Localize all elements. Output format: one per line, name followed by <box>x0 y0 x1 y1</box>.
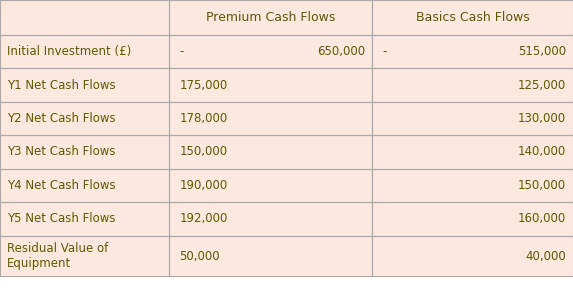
Bar <box>169 35 372 68</box>
Text: 50,000: 50,000 <box>179 250 220 263</box>
Text: 130,000: 130,000 <box>518 112 566 125</box>
Text: Initial Investment (£): Initial Investment (£) <box>7 45 131 58</box>
Text: 515,000: 515,000 <box>518 45 566 58</box>
Bar <box>169 102 372 135</box>
Bar <box>169 169 372 202</box>
Text: 650,000: 650,000 <box>317 45 366 58</box>
Text: 178,000: 178,000 <box>179 112 227 125</box>
Bar <box>372 102 573 135</box>
Bar <box>0 102 169 135</box>
Text: Y3 Net Cash Flows: Y3 Net Cash Flows <box>7 146 115 158</box>
Text: -: - <box>383 45 387 58</box>
Bar <box>372 169 573 202</box>
Bar <box>372 0 573 35</box>
Bar <box>372 68 573 102</box>
Bar <box>372 236 573 276</box>
Bar <box>0 35 169 68</box>
Text: 140,000: 140,000 <box>518 146 566 158</box>
Bar <box>169 202 372 236</box>
Text: -: - <box>179 45 184 58</box>
Bar <box>0 202 169 236</box>
Text: 190,000: 190,000 <box>179 179 227 192</box>
Text: 40,000: 40,000 <box>525 250 566 263</box>
Bar <box>0 68 169 102</box>
Bar <box>0 135 169 169</box>
Text: Y5 Net Cash Flows: Y5 Net Cash Flows <box>7 213 115 225</box>
Bar <box>0 0 169 35</box>
Text: Y4 Net Cash Flows: Y4 Net Cash Flows <box>7 179 116 192</box>
Text: 150,000: 150,000 <box>518 179 566 192</box>
Bar <box>372 35 573 68</box>
Text: Y2 Net Cash Flows: Y2 Net Cash Flows <box>7 112 116 125</box>
Text: Residual Value of
Equipment: Residual Value of Equipment <box>7 242 108 270</box>
Text: 125,000: 125,000 <box>518 79 566 91</box>
Text: 175,000: 175,000 <box>179 79 227 91</box>
Text: 150,000: 150,000 <box>179 146 227 158</box>
Bar <box>169 68 372 102</box>
Bar <box>169 135 372 169</box>
Text: Premium Cash Flows: Premium Cash Flows <box>206 11 335 24</box>
Text: 192,000: 192,000 <box>179 213 227 225</box>
Bar <box>0 236 169 276</box>
Bar <box>169 0 372 35</box>
Text: Basics Cash Flows: Basics Cash Flows <box>416 11 529 24</box>
Bar <box>372 202 573 236</box>
Text: 160,000: 160,000 <box>518 213 566 225</box>
Text: Y1 Net Cash Flows: Y1 Net Cash Flows <box>7 79 116 91</box>
Bar <box>169 236 372 276</box>
Bar <box>372 135 573 169</box>
Bar <box>0 169 169 202</box>
